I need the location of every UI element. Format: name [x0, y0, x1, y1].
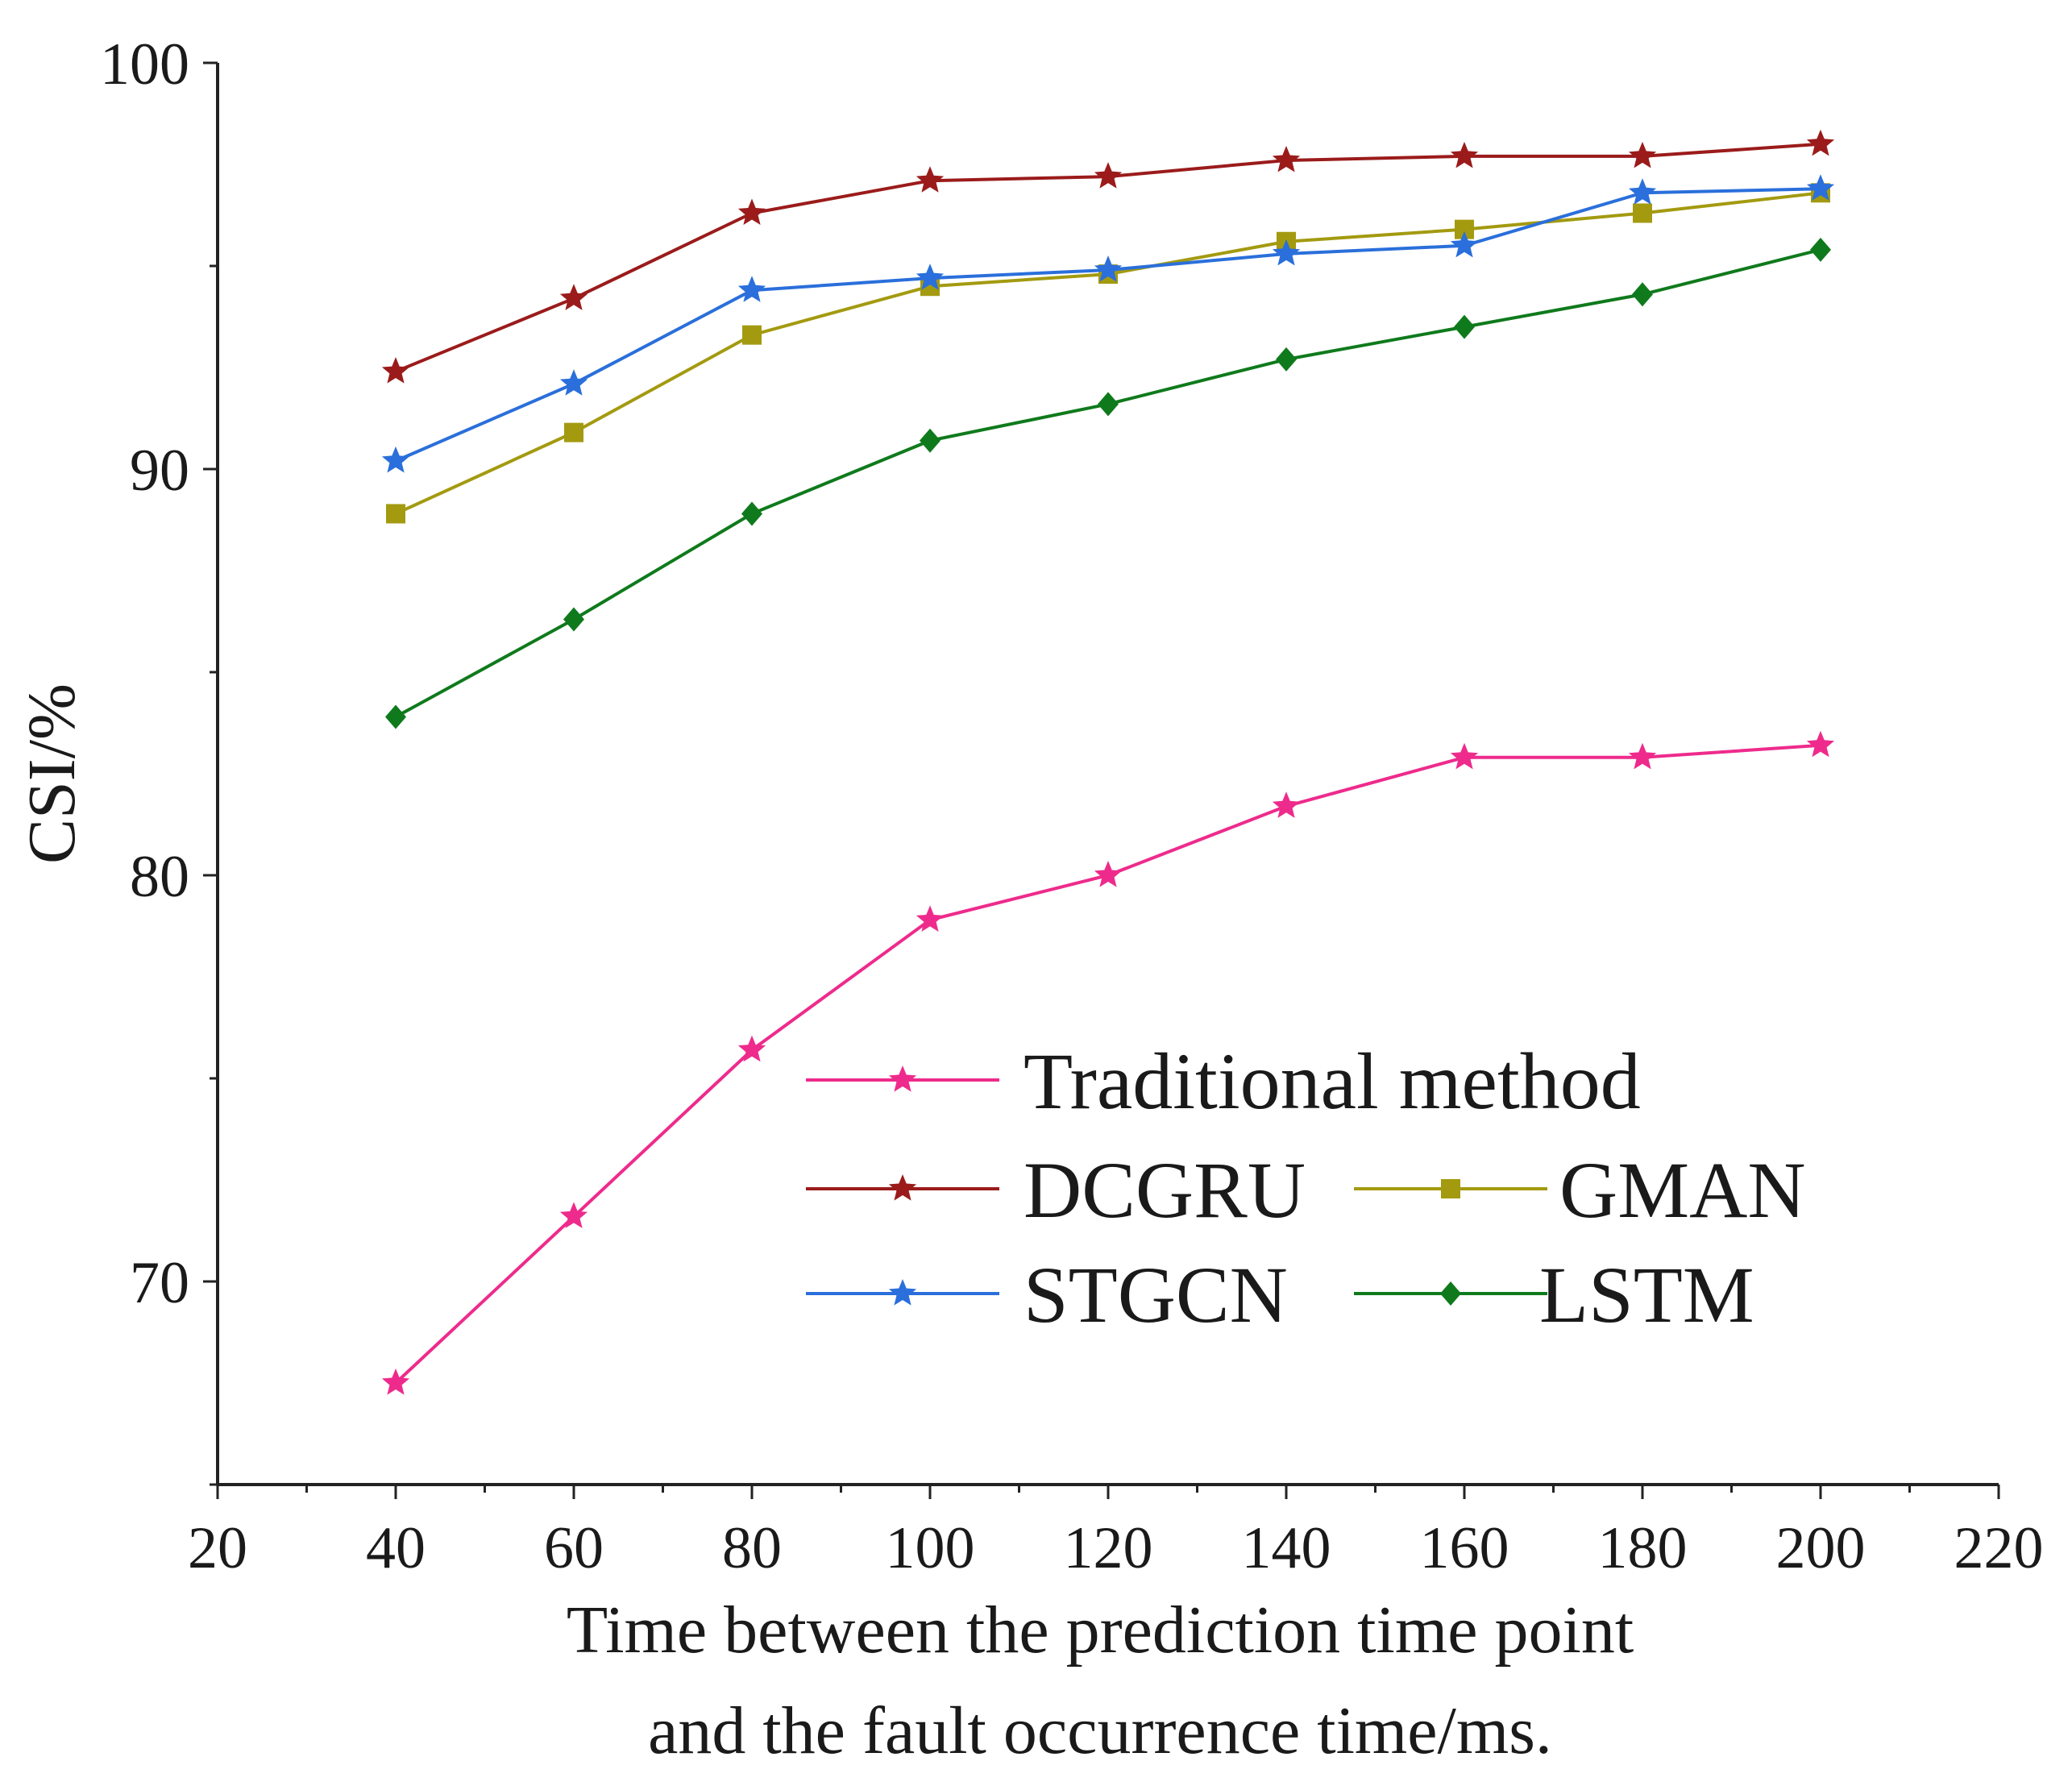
data-point-traditional-method: [1628, 742, 1657, 770]
y-axis-title: CSI/%: [15, 683, 89, 864]
data-point-dcgru: [1806, 129, 1835, 156]
series-line-lstm: [395, 247, 1821, 719]
axes: 20 40 60 80 100 120 140 160 180 200 220 70 80 90 100: [100, 31, 2044, 1581]
series-dcgru: [381, 129, 1835, 384]
legend-item-stgcn: STGCN: [806, 1250, 1288, 1340]
data-point-stgcn: [1450, 231, 1479, 258]
data-point-stgcn: [1094, 255, 1123, 282]
series-lstm: [385, 237, 1831, 729]
data-point-gman: [742, 325, 762, 345]
data-point-lstm: [1276, 347, 1297, 372]
data-point-traditional-method: [559, 1202, 588, 1228]
data-point-traditional-method: [1806, 730, 1835, 758]
legend-label-gman: GMAN: [1559, 1145, 1806, 1235]
data-point-gman: [564, 422, 583, 442]
series-gman: [386, 183, 1830, 524]
legend-marker-gman: [1441, 1179, 1460, 1198]
x-tick-label: 20: [188, 1515, 247, 1581]
x-tick-label: 160: [1420, 1515, 1509, 1581]
legend-item-lstm: LSTM: [1354, 1250, 1754, 1340]
legend-label-dcgru: DCGRU: [1024, 1145, 1306, 1235]
data-point-stgcn: [737, 276, 766, 302]
legend-item-dcgru: DCGRU: [806, 1145, 1306, 1235]
data-point-dcgru: [1628, 141, 1657, 168]
legend-label-lstm: LSTM: [1539, 1250, 1754, 1340]
data-point-dcgru: [559, 284, 588, 310]
legend-marker-dcgru: [888, 1174, 917, 1201]
data-point-dcgru: [1272, 146, 1301, 172]
legend-label-traditional-method: Traditional method: [1024, 1036, 1641, 1126]
legend-item-traditional-method: Traditional method: [806, 1036, 1641, 1126]
data-point-lstm: [741, 501, 762, 526]
x-tick-label: 40: [366, 1515, 426, 1581]
data-point-stgcn: [381, 446, 410, 473]
data-point-traditional-method: [381, 1369, 410, 1395]
series-line-stgcn: [395, 187, 1821, 463]
x-tick-label: 120: [1064, 1515, 1153, 1581]
legend-marker-stgcn: [888, 1279, 917, 1306]
data-point-dcgru: [737, 198, 766, 225]
data-point-dcgru: [1094, 162, 1123, 189]
data-point-dcgru: [916, 166, 945, 193]
data-point-stgcn: [916, 264, 945, 290]
x-tick-label: 140: [1242, 1515, 1331, 1581]
series-traditional-method: [381, 730, 1835, 1395]
data-point-stgcn: [1272, 239, 1301, 266]
data-point-lstm: [385, 704, 406, 729]
data-point-lstm: [1454, 314, 1475, 339]
series-group: [381, 129, 1835, 1395]
data-point-stgcn: [1806, 174, 1835, 201]
x-tick-label: 180: [1598, 1515, 1688, 1581]
legend: Traditional method DCGRU GMAN STGCN LSTM: [806, 1036, 1806, 1340]
y-tick-label: 100: [100, 31, 189, 98]
series-stgcn: [381, 174, 1835, 473]
x-tick-label: 100: [886, 1515, 975, 1581]
y-tick-label: 90: [130, 438, 189, 504]
data-point-traditional-method: [737, 1035, 766, 1062]
x-axis-title-line-1: Time between the prediction time point: [567, 1593, 1634, 1668]
data-point-lstm: [920, 428, 940, 453]
data-point-lstm: [1098, 392, 1119, 417]
data-point-traditional-method: [1272, 791, 1301, 818]
data-point-dcgru: [381, 357, 410, 384]
data-point-gman: [386, 504, 405, 524]
x-tick-label: 200: [1776, 1515, 1866, 1581]
series-line-gman: [395, 191, 1821, 516]
legend-marker-lstm: [1440, 1281, 1461, 1306]
data-point-gman: [1633, 203, 1652, 223]
data-point-lstm: [1632, 282, 1653, 307]
y-tick-label: 80: [130, 844, 189, 910]
data-point-dcgru: [1450, 141, 1479, 168]
data-point-stgcn: [559, 369, 588, 396]
legend-marker-traditional-method: [888, 1065, 917, 1092]
data-point-traditional-method: [916, 905, 945, 932]
data-point-traditional-method: [1450, 742, 1479, 770]
axis-titles: CSI/% Time between the prediction time p…: [15, 683, 1634, 1768]
data-point-lstm: [563, 607, 584, 632]
x-tick-label: 60: [544, 1515, 604, 1581]
data-point-lstm: [1810, 237, 1831, 262]
x-axis-title-line-2: and the fault occurrence time/ms.: [648, 1693, 1552, 1768]
x-tick-label: 80: [722, 1515, 782, 1581]
data-point-traditional-method: [1094, 861, 1123, 887]
legend-item-gman: GMAN: [1354, 1145, 1806, 1235]
x-tick-label: 220: [1954, 1515, 2044, 1581]
data-point-stgcn: [1628, 178, 1657, 205]
y-tick-label: 70: [130, 1250, 189, 1316]
legend-label-stgcn: STGCN: [1024, 1250, 1288, 1340]
